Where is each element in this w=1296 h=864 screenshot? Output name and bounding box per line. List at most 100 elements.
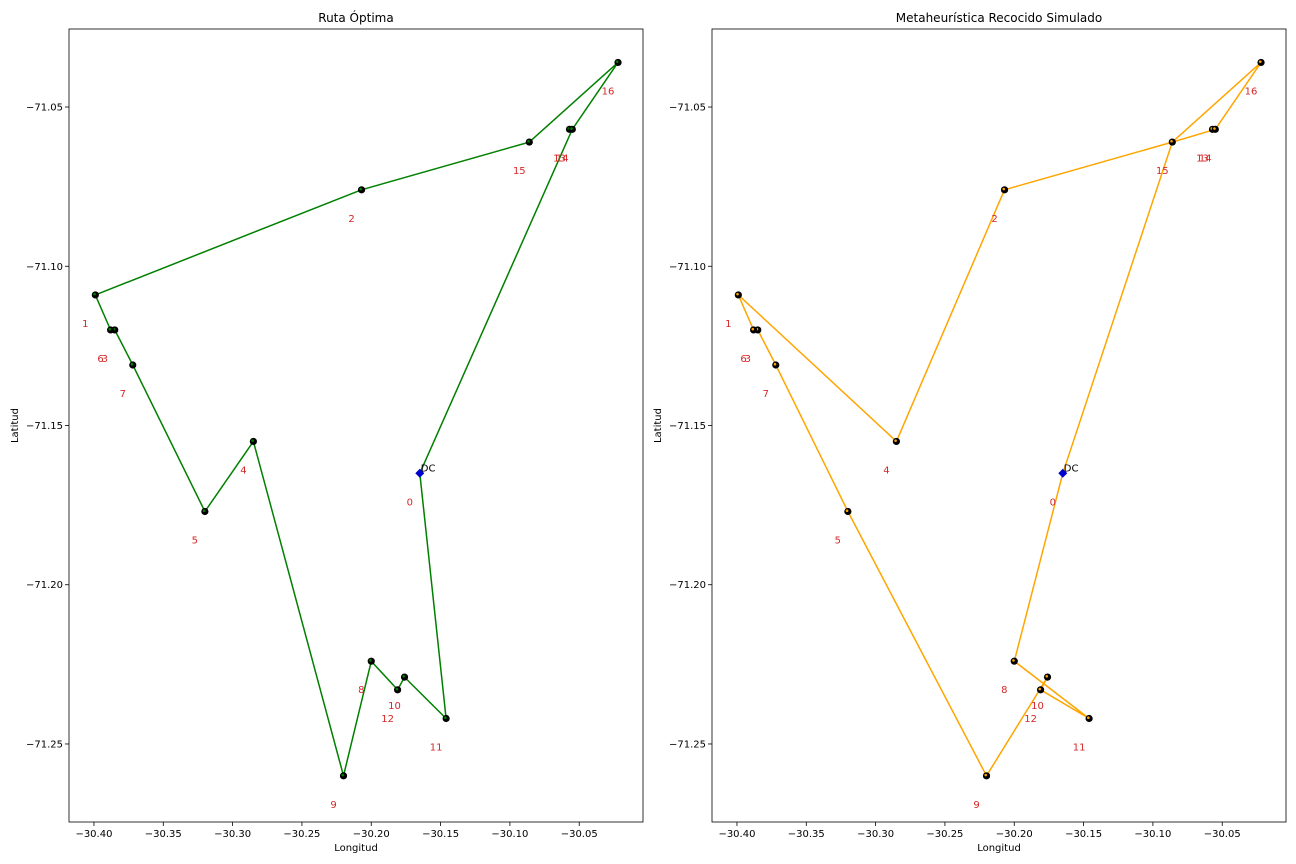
node-point-center-16	[615, 60, 619, 63]
node-point-center-10	[1045, 674, 1049, 678]
x-tick-label: −30.35	[145, 829, 182, 840]
node-point-center-12	[395, 687, 399, 691]
node-point-center-15	[1170, 139, 1173, 143]
node-label-0: 0	[1050, 497, 1056, 508]
y-tick-label: −71.20	[26, 580, 63, 591]
y-axis-label: Latitud	[653, 408, 664, 443]
node-label-1: 1	[725, 319, 731, 330]
node-label-3: 3	[102, 354, 108, 365]
node-label-9: 9	[330, 800, 336, 811]
node-label-4: 4	[883, 465, 889, 476]
node-label-14: 14	[556, 153, 569, 164]
node-label-16: 16	[602, 86, 615, 97]
chart-title: Ruta Óptima	[318, 10, 393, 25]
node-label-7: 7	[120, 389, 126, 400]
route-line	[737, 61, 1262, 777]
x-tick-label: −30.25	[283, 829, 320, 840]
node-label-11: 11	[1073, 742, 1086, 753]
node-point-center-14	[1213, 127, 1216, 130]
node-point-center-9	[984, 773, 988, 777]
x-tick-label: −30.35	[788, 829, 825, 840]
y-tick-label: −71.25	[669, 739, 706, 750]
x-tick-label: −30.30	[214, 829, 251, 840]
node-label-8: 8	[1001, 685, 1007, 696]
x-tick-label: −30.30	[857, 829, 894, 840]
node-label-1: 1	[82, 319, 88, 330]
node-point-center-16	[1258, 60, 1262, 63]
node-point-center-6	[751, 327, 755, 331]
x-tick-label: −30.15	[422, 829, 459, 840]
depot-label: DC	[421, 463, 436, 474]
depot-marker	[1058, 468, 1068, 478]
node-point-center-4	[894, 439, 897, 442]
x-tick-label: −30.40	[75, 829, 112, 840]
node-label-5: 5	[192, 535, 198, 546]
node-point-center-10	[402, 674, 406, 678]
depot-label: DC	[1064, 463, 1079, 474]
node-point-center-1	[93, 292, 96, 296]
node-label-10: 10	[388, 701, 401, 712]
x-axis-label: Longitud	[334, 843, 378, 854]
y-tick-label: −71.20	[669, 580, 706, 591]
node-label-5: 5	[835, 535, 841, 546]
chart-panel-1: Ruta ÓptimaDC012345678910111213141516−30…	[10, 10, 644, 854]
node-point-center-5	[845, 509, 849, 512]
node-label-12: 12	[381, 714, 394, 725]
y-tick-label: −71.05	[26, 103, 63, 114]
node-point-center-7	[130, 362, 134, 366]
route-line	[94, 61, 619, 777]
node-label-6: 6	[740, 354, 746, 365]
node-point-center-6	[108, 327, 112, 331]
x-tick-label: −30.20	[353, 829, 390, 840]
node-point-center-2	[359, 187, 363, 191]
axes-frame	[711, 28, 1287, 823]
node-point-center-4	[251, 439, 254, 442]
node-label-6: 6	[97, 354, 103, 365]
node-label-8: 8	[358, 685, 364, 696]
node-label-13: 13	[1196, 153, 1209, 164]
node-label-12: 12	[1024, 714, 1037, 725]
node-label-10: 10	[1031, 701, 1044, 712]
node-point-center-1	[736, 292, 739, 296]
node-point-center-5	[202, 509, 206, 512]
chart-title: Metaheurística Recocido Simulado	[896, 11, 1102, 25]
node-point-center-15	[527, 139, 530, 143]
node-point-center-7	[773, 362, 777, 366]
chart-panel-2: Metaheurística Recocido SimuladoDC012345…	[653, 11, 1287, 854]
x-tick-label: −30.10	[1134, 829, 1171, 840]
x-tick-label: −30.25	[926, 829, 963, 840]
x-axis-label: Longitud	[977, 843, 1021, 854]
node-label-0: 0	[407, 497, 413, 508]
y-axis-label: Latitud	[10, 408, 21, 443]
node-point-center-2	[1002, 187, 1006, 191]
y-tick-label: −71.15	[26, 421, 63, 432]
node-label-13: 13	[553, 153, 566, 164]
y-tick-label: −71.05	[669, 103, 706, 114]
node-point-center-9	[341, 773, 345, 777]
node-label-14: 14	[1199, 153, 1212, 164]
x-tick-label: −30.15	[1065, 829, 1102, 840]
node-label-9: 9	[973, 800, 979, 811]
node-point-center-14	[570, 127, 573, 130]
node-label-16: 16	[1245, 86, 1258, 97]
x-tick-label: −30.20	[996, 829, 1033, 840]
node-point-center-11	[1087, 716, 1090, 719]
node-label-3: 3	[745, 354, 751, 365]
node-point-center-8	[1012, 659, 1015, 662]
node-label-7: 7	[763, 389, 769, 400]
x-tick-label: −30.10	[491, 829, 528, 840]
node-label-11: 11	[430, 742, 443, 753]
depot-marker	[415, 468, 425, 478]
node-label-15: 15	[513, 166, 526, 177]
y-tick-label: −71.25	[26, 739, 63, 750]
x-tick-label: −30.05	[561, 829, 598, 840]
node-label-2: 2	[991, 214, 997, 225]
axes-frame	[68, 28, 644, 823]
node-label-15: 15	[1156, 166, 1169, 177]
y-tick-label: −71.10	[26, 262, 63, 273]
y-tick-label: −71.15	[669, 421, 706, 432]
x-tick-label: −30.05	[1204, 829, 1241, 840]
node-point-center-11	[444, 716, 447, 719]
node-point-center-8	[369, 659, 372, 662]
